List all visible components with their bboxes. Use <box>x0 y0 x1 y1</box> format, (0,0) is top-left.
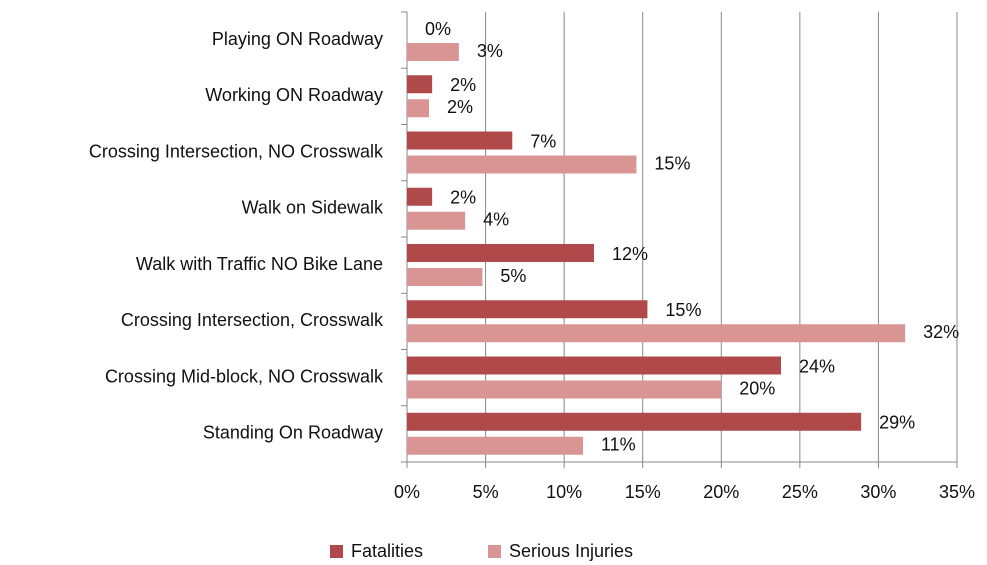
value-label: 2% <box>447 97 473 117</box>
value-label: 12% <box>612 244 648 264</box>
bar <box>407 436 583 455</box>
x-tick-label: 25% <box>782 482 818 502</box>
y-tick-label: Crossing Intersection, Crosswalk <box>121 310 384 330</box>
x-tick-label: 15% <box>625 482 661 502</box>
bar <box>407 131 513 150</box>
x-tick-label: 30% <box>860 482 896 502</box>
value-label: 2% <box>450 75 476 95</box>
bar <box>407 99 429 118</box>
value-label: 15% <box>665 300 701 320</box>
value-label: 24% <box>799 356 835 376</box>
value-label: 11% <box>601 435 636 455</box>
x-tick-label: 5% <box>473 482 499 502</box>
bar <box>407 43 459 61</box>
bar <box>407 380 722 399</box>
value-label: 15% <box>654 153 690 173</box>
value-label: 2% <box>450 188 476 208</box>
bar <box>407 211 466 230</box>
legend-label: Fatalities <box>351 541 423 561</box>
value-label: 7% <box>530 131 556 151</box>
legend-label: Serious Injuries <box>509 541 633 561</box>
bar <box>407 324 906 343</box>
bar <box>407 268 483 286</box>
y-tick-label: Walk with Traffic NO Bike Lane <box>136 254 383 274</box>
value-label: 4% <box>483 210 509 230</box>
value-label: 20% <box>739 378 775 398</box>
y-tick-label: Crossing Intersection, NO Crosswalk <box>89 141 384 161</box>
value-label: 29% <box>879 413 915 433</box>
x-tick-label: 0% <box>394 482 420 502</box>
y-tick-label: Standing On Roadway <box>203 423 383 443</box>
x-tick-label: 35% <box>939 482 975 502</box>
bar <box>407 244 594 262</box>
value-label: 5% <box>500 266 526 286</box>
legend-swatch <box>488 545 501 558</box>
bar <box>407 155 637 174</box>
value-label: 3% <box>477 41 503 61</box>
bar <box>407 356 781 375</box>
legend-swatch <box>330 545 343 558</box>
bar <box>407 187 433 206</box>
x-tick-label: 10% <box>546 482 582 502</box>
x-tick-label: 20% <box>703 482 739 502</box>
bar <box>407 75 433 94</box>
y-tick-label: Playing ON Roadway <box>212 29 383 49</box>
y-tick-label: Crossing Mid-block, NO Crosswalk <box>105 366 384 386</box>
value-label: 0% <box>425 19 451 39</box>
y-tick-label: Working ON Roadway <box>205 85 383 105</box>
y-tick-label: Walk on Sidewalk <box>242 198 384 218</box>
value-label: 32% <box>923 322 959 342</box>
bar <box>407 412 862 431</box>
bar <box>407 300 648 319</box>
